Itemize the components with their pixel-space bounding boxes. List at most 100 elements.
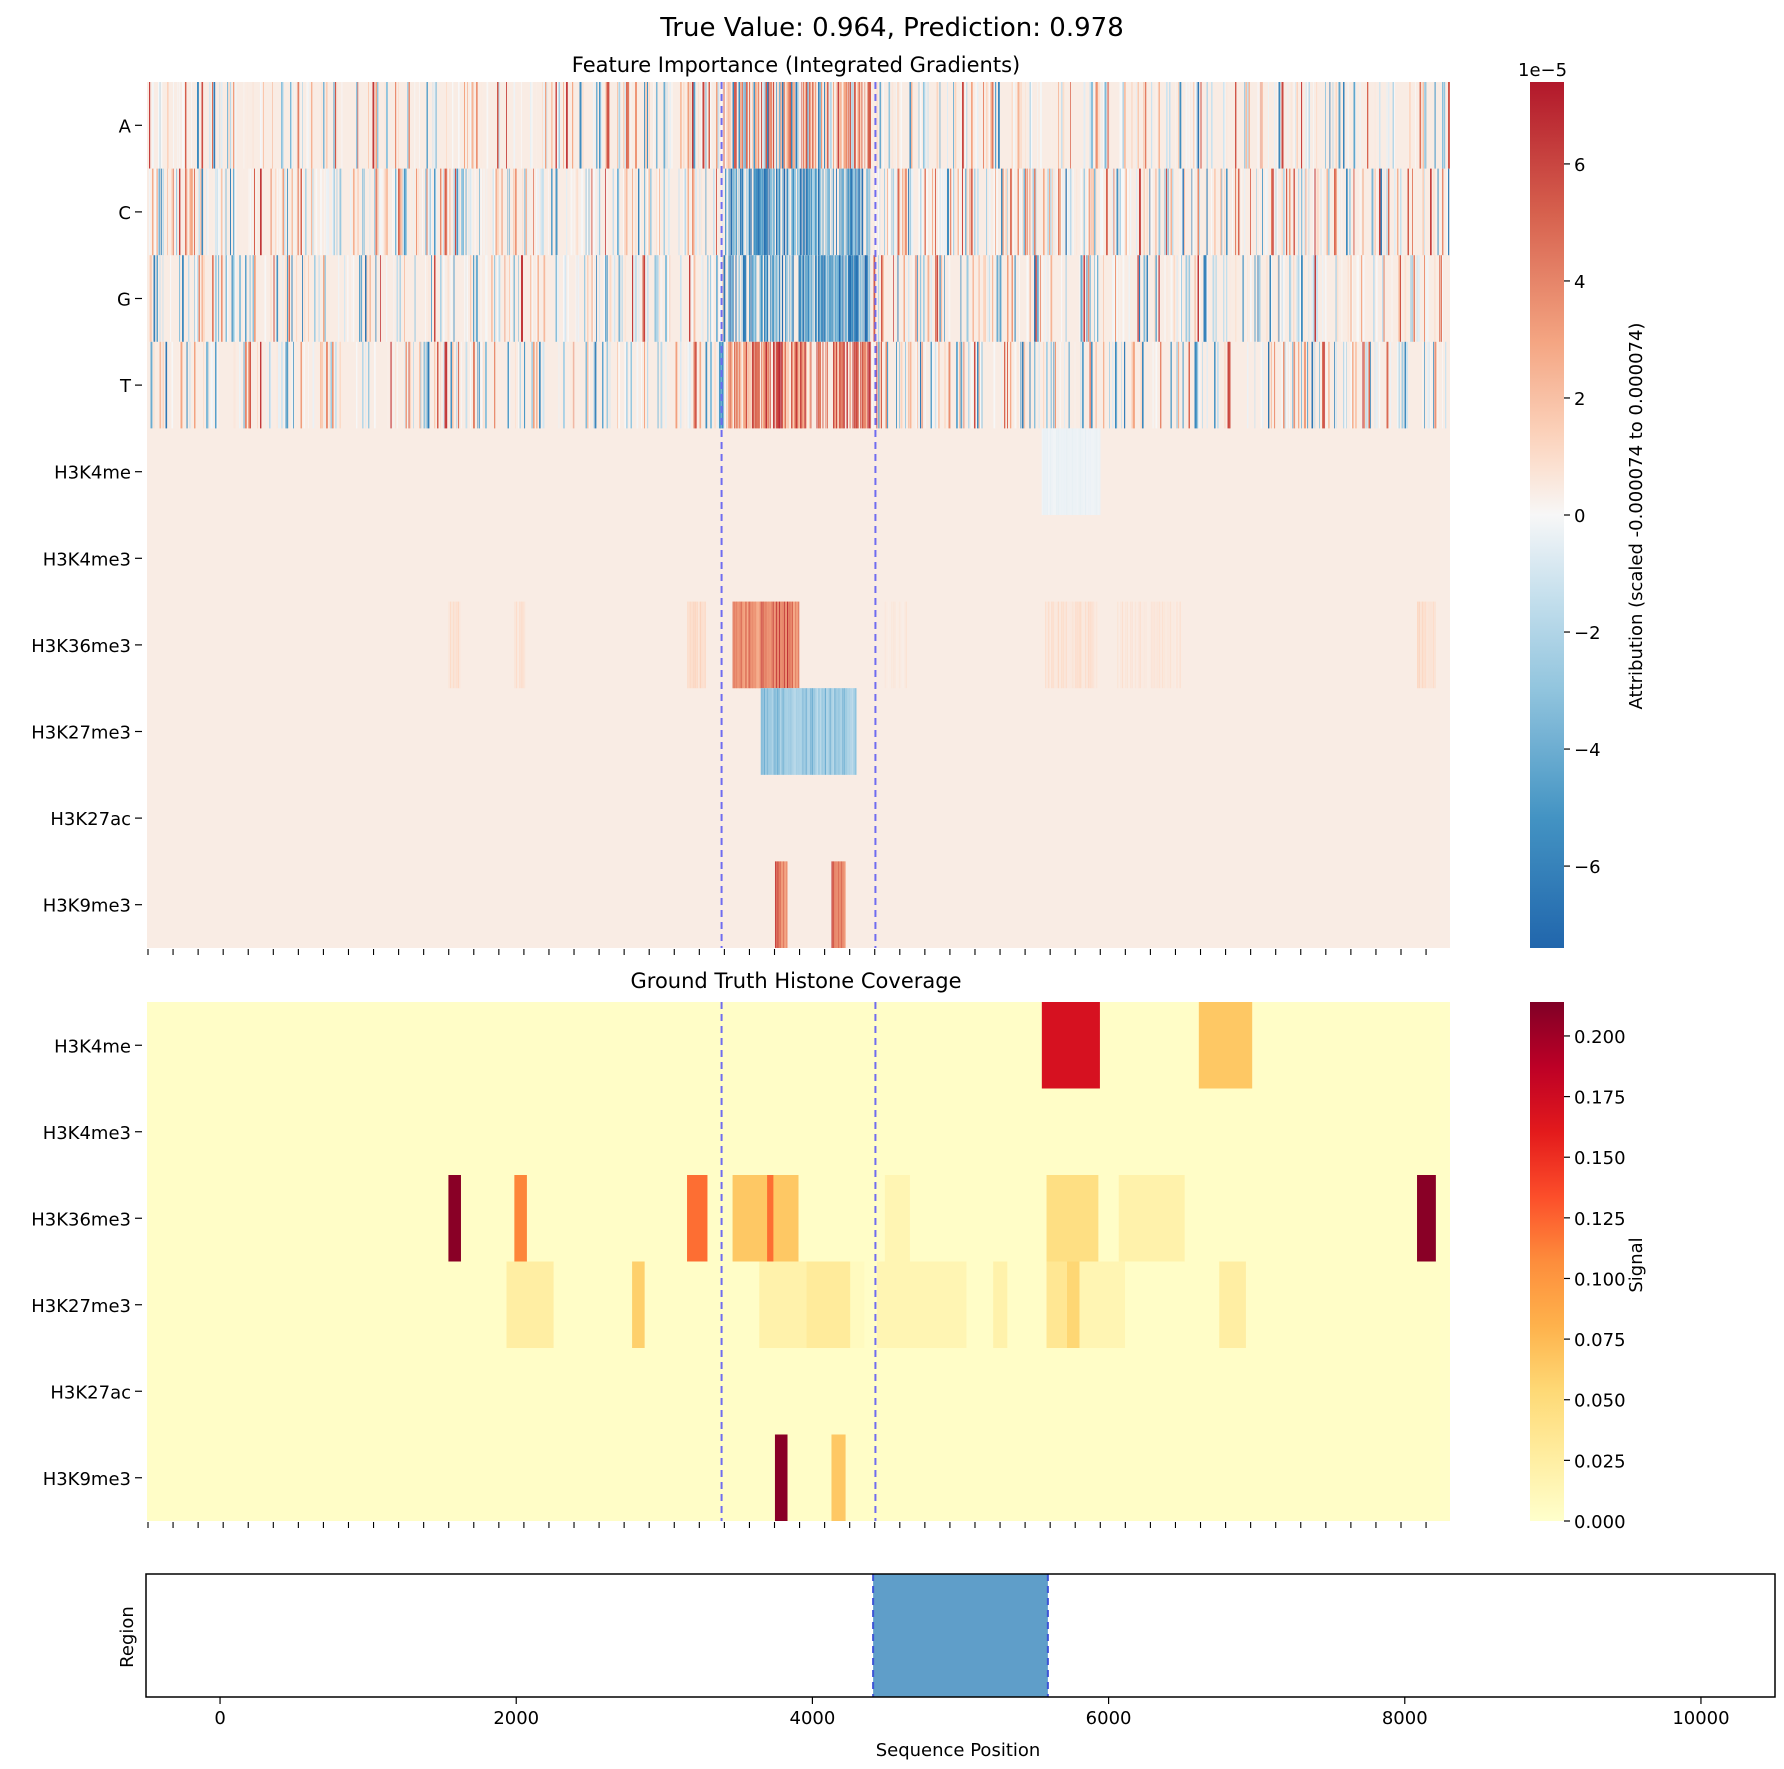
attr-cell <box>458 601 460 689</box>
attr-cell <box>1422 341 1424 429</box>
attr-cell <box>644 168 646 256</box>
attr-cell <box>975 341 977 429</box>
attr-cell <box>993 255 995 342</box>
attr-cell <box>1229 255 1231 342</box>
attr-cell <box>1379 82 1381 169</box>
attr-cell <box>1335 82 1337 169</box>
attr-cell <box>162 168 164 256</box>
attr-cell <box>644 82 646 169</box>
attr-cell <box>725 82 727 169</box>
attr-cell <box>260 341 262 429</box>
attr-cell <box>896 341 897 429</box>
attr-cell <box>729 255 731 342</box>
attr-histone-segment <box>1117 601 1183 689</box>
attr-cell <box>816 255 818 342</box>
attr-cell <box>1139 255 1141 342</box>
attr-cell <box>777 82 779 169</box>
attr-cell <box>809 341 811 429</box>
attr-cell <box>567 255 569 342</box>
attr-cell <box>827 82 829 169</box>
attr-cell <box>1158 168 1161 256</box>
attr-cell <box>606 255 608 342</box>
attr-cell <box>737 601 739 689</box>
attr-cell <box>254 168 255 256</box>
attr-cell <box>1389 341 1392 429</box>
attr-cell <box>821 688 823 775</box>
attr-cell <box>533 341 535 429</box>
attr-cell <box>1167 168 1169 256</box>
attr-cell <box>891 82 894 169</box>
attr-cell <box>1176 255 1178 342</box>
attr-cell <box>780 82 782 169</box>
attr-cell <box>804 82 807 169</box>
attr-cell <box>374 341 376 429</box>
attr-cell <box>593 168 595 256</box>
attr-cell <box>663 82 666 169</box>
attr-cell <box>149 168 151 256</box>
attr-cell <box>324 341 326 429</box>
attr-cell <box>993 82 995 169</box>
attr-cell <box>1007 168 1008 256</box>
attr-cell <box>823 688 825 775</box>
attr-cell <box>621 255 623 342</box>
attr-cell <box>705 82 707 169</box>
attr-cell <box>1266 255 1268 342</box>
attr-cell <box>1164 168 1166 256</box>
attr-cell <box>796 688 798 775</box>
attr-cell <box>1007 255 1009 342</box>
attr-cell <box>755 601 757 689</box>
attr-cell <box>963 341 965 429</box>
attr-cell <box>687 601 689 689</box>
attr-cell <box>1281 168 1284 256</box>
attr-cell <box>368 82 369 169</box>
attr-cell <box>773 82 775 169</box>
attr-cell <box>989 168 991 256</box>
attr-cell <box>753 82 756 169</box>
attr-cell <box>1341 255 1343 342</box>
attr-cell <box>755 255 757 342</box>
attr-cell <box>1235 82 1237 169</box>
attr-cell <box>840 168 842 256</box>
attr-cell <box>1235 168 1237 256</box>
attr-cell <box>1298 341 1300 429</box>
attr-cell <box>395 341 397 429</box>
coverage-segment <box>1046 1175 1099 1262</box>
attr-cell <box>350 168 352 256</box>
attr-cell <box>1154 255 1156 342</box>
attr-cell <box>449 168 451 256</box>
attr-cell <box>356 341 358 429</box>
attr-cell <box>1343 341 1345 429</box>
attr-cell <box>300 255 302 342</box>
attr-cell <box>690 601 692 689</box>
attr-cell <box>755 168 757 256</box>
attr-cell <box>810 255 813 342</box>
attr-cell <box>764 341 766 429</box>
attr-cell <box>728 168 730 256</box>
region-x-tick-label: 2000 <box>493 1708 539 1729</box>
attr-cell <box>1356 255 1358 342</box>
attr-cell <box>816 688 818 775</box>
attr-row-label: H3K4me <box>54 463 131 484</box>
attr-cell <box>626 341 628 429</box>
attr-cell <box>230 168 231 256</box>
attr-cell <box>1397 341 1399 429</box>
attr-cell <box>461 168 463 256</box>
attr-cell <box>882 82 885 169</box>
attr-cell <box>227 255 229 342</box>
attr-cell <box>555 168 558 256</box>
attr-cell <box>965 168 967 256</box>
attr-cell <box>326 168 328 256</box>
attr-cell <box>789 688 791 775</box>
attr-cell <box>768 688 770 775</box>
attr-cell <box>585 341 588 429</box>
attr-cell <box>520 601 522 689</box>
attr-cell <box>783 168 786 256</box>
attr-cell <box>860 168 861 256</box>
attr-cell <box>1168 601 1170 689</box>
attr-cell <box>1260 341 1263 429</box>
attr-cell <box>432 82 434 169</box>
attr-cell <box>1211 82 1213 169</box>
attr-cell <box>663 168 665 256</box>
attr-cell <box>779 82 781 169</box>
attr-cell <box>800 341 802 429</box>
